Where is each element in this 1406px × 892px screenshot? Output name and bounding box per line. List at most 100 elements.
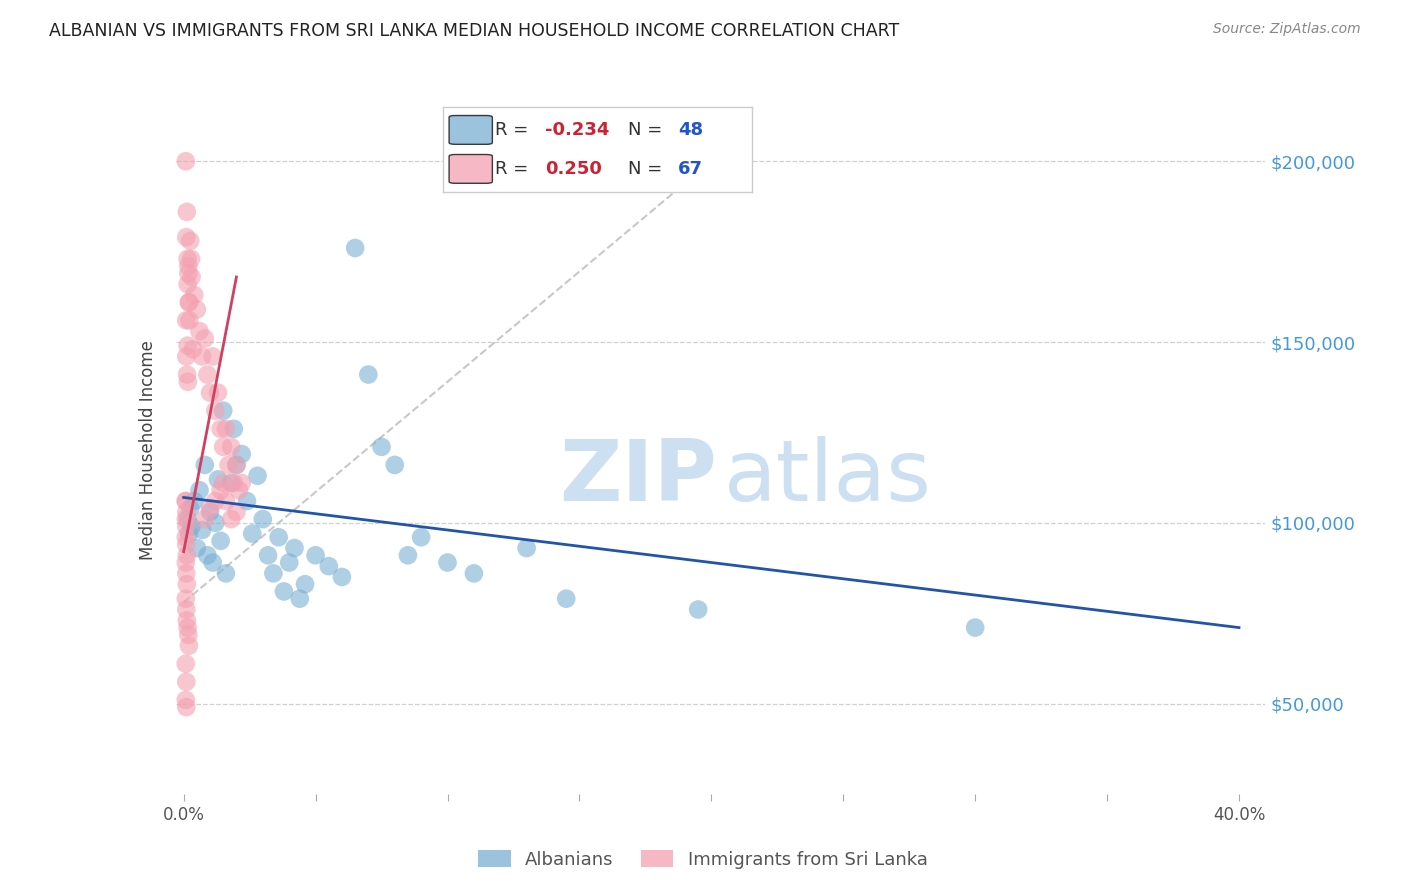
Point	[278, 556, 301, 570]
Point	[225, 458, 247, 472]
Point	[180, 252, 202, 266]
Point	[516, 541, 538, 555]
Point	[209, 533, 232, 548]
Text: ZIP: ZIP	[560, 436, 717, 519]
Point	[174, 591, 197, 606]
Point	[176, 674, 198, 689]
Point	[174, 512, 197, 526]
Point	[179, 501, 201, 516]
Point	[179, 313, 201, 327]
Point	[177, 639, 200, 653]
Point	[304, 549, 326, 563]
Point	[436, 556, 458, 570]
Point	[228, 483, 250, 498]
FancyBboxPatch shape	[449, 116, 492, 145]
Point	[204, 494, 226, 508]
Point	[174, 657, 197, 671]
Point	[215, 422, 238, 436]
Text: 48: 48	[678, 121, 703, 139]
Point	[219, 440, 242, 454]
Y-axis label: Median Household Income: Median Household Income	[139, 341, 157, 560]
Text: R =: R =	[495, 121, 534, 139]
Text: N =: N =	[628, 121, 668, 139]
Point	[176, 338, 198, 352]
Point	[246, 468, 269, 483]
Text: Source: ZipAtlas.com: Source: ZipAtlas.com	[1213, 22, 1361, 37]
Point	[176, 368, 198, 382]
Point	[267, 530, 290, 544]
Point	[181, 343, 204, 357]
Point	[176, 350, 198, 364]
Point	[176, 205, 198, 219]
Legend: Albanians, Immigrants from Sri Lanka: Albanians, Immigrants from Sri Lanka	[471, 843, 935, 876]
Text: N =: N =	[628, 160, 668, 178]
Point	[384, 458, 406, 472]
Point	[204, 516, 226, 530]
Point	[212, 475, 235, 490]
Point	[283, 541, 305, 555]
Point	[294, 577, 316, 591]
Text: 0.250: 0.250	[546, 160, 602, 178]
Point	[197, 549, 219, 563]
Point	[177, 375, 200, 389]
Point	[344, 241, 367, 255]
Point	[273, 584, 295, 599]
Point	[191, 523, 214, 537]
Point	[177, 259, 200, 273]
Point	[231, 447, 253, 461]
Point	[183, 288, 205, 302]
Point	[357, 368, 380, 382]
Point	[240, 526, 263, 541]
Point	[186, 541, 208, 555]
Point	[177, 295, 200, 310]
Point	[219, 512, 242, 526]
Point	[197, 368, 219, 382]
Point	[463, 566, 485, 581]
Point	[174, 154, 197, 169]
Point	[180, 519, 202, 533]
Point	[174, 494, 197, 508]
Point	[176, 519, 198, 533]
Point	[177, 266, 200, 280]
Point	[176, 252, 198, 266]
Point	[201, 350, 224, 364]
Point	[179, 234, 201, 248]
Point	[176, 230, 198, 244]
Point	[188, 324, 211, 338]
Point	[176, 505, 198, 519]
Point	[186, 302, 208, 317]
Point	[252, 512, 274, 526]
Point	[176, 549, 198, 563]
Point	[174, 494, 197, 508]
FancyBboxPatch shape	[449, 154, 492, 183]
Text: ALBANIAN VS IMMIGRANTS FROM SRI LANKA MEDIAN HOUSEHOLD INCOME CORRELATION CHART: ALBANIAN VS IMMIGRANTS FROM SRI LANKA ME…	[49, 22, 900, 40]
Point	[177, 628, 200, 642]
Point	[288, 591, 311, 606]
Point	[176, 602, 198, 616]
Point	[370, 440, 392, 454]
Point	[212, 403, 235, 417]
Point	[183, 494, 205, 508]
Point	[174, 693, 197, 707]
Point	[236, 494, 259, 508]
Point	[198, 505, 221, 519]
Point	[201, 556, 224, 570]
Point	[191, 350, 214, 364]
Point	[688, 602, 710, 616]
Point	[222, 475, 245, 490]
Point	[180, 269, 202, 284]
Point	[204, 403, 226, 417]
Point	[219, 475, 242, 490]
Point	[194, 512, 217, 526]
Point	[176, 577, 198, 591]
Point	[194, 458, 217, 472]
Point	[176, 613, 198, 627]
Point	[176, 512, 198, 526]
Point	[177, 526, 200, 541]
Point	[215, 566, 238, 581]
Point	[555, 591, 578, 606]
Point	[174, 556, 197, 570]
Point	[176, 700, 198, 714]
Text: R =: R =	[495, 160, 540, 178]
Point	[222, 422, 245, 436]
